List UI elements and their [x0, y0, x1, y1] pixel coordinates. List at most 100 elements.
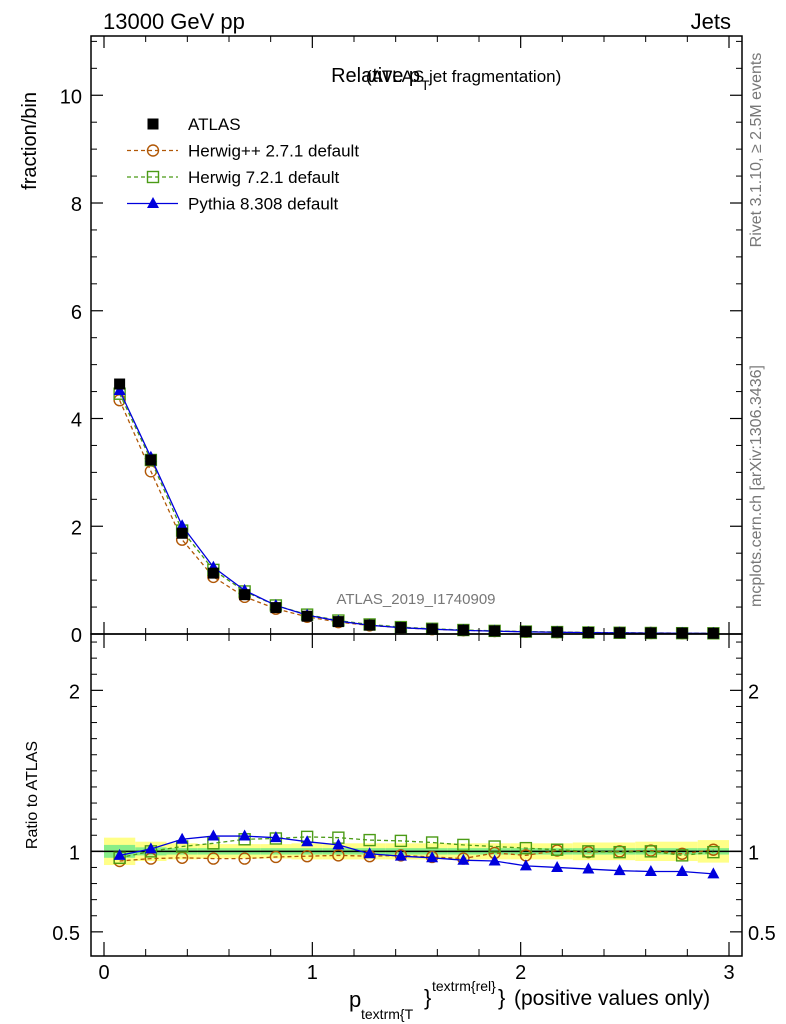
- main-data-point: [582, 626, 594, 638]
- ratio-data-point: [582, 862, 595, 874]
- legend-marker: [146, 170, 160, 184]
- ratio-y-tick-label-right: 0.5: [748, 923, 776, 945]
- main-data-point: [207, 567, 219, 579]
- ratio-plot-marks: [113, 829, 720, 879]
- x-tick-label: 3: [723, 962, 734, 984]
- main-data-point: [426, 623, 438, 635]
- x-label-p: p: [349, 987, 361, 1012]
- ratio-y-tick-label: 0.5: [52, 923, 80, 945]
- x-tick-label: 2: [515, 962, 526, 984]
- main-y-tick-label: 8: [71, 194, 82, 216]
- x-label-subscript: textrm{T: [361, 1006, 414, 1022]
- ratio-data-point: [457, 838, 470, 852]
- main-data-point: [457, 624, 469, 636]
- ratio-data-point: [582, 845, 595, 858]
- main-y-axis-label: fraction/bin: [19, 92, 41, 190]
- main-data-point: [239, 589, 251, 601]
- main-data-point: [114, 378, 126, 390]
- ratio-data-point: [113, 848, 126, 860]
- main-data-point: [332, 616, 344, 628]
- x-axis: 0 1 2 3: [98, 36, 735, 984]
- main-y-tick-label: 6: [71, 302, 82, 324]
- plot-title: Relative p: [331, 65, 420, 87]
- ratio-data-point: [707, 845, 720, 859]
- ratio-data-point: [707, 867, 720, 879]
- ratio-y-tick-label-right: 1: [748, 842, 759, 864]
- ratio-data-point: [488, 840, 501, 853]
- ratio-data-point: [519, 859, 532, 871]
- ratio-data-point: [551, 860, 564, 872]
- main-y-axis: 0 2 4 6 8 10: [60, 40, 742, 647]
- ratio-data-point: [144, 842, 157, 854]
- ratio-data-point: [332, 849, 345, 862]
- main-y-tick-label: 0: [71, 625, 82, 647]
- ratio-data-point: [613, 864, 626, 876]
- ratio-data-point: [613, 845, 626, 859]
- x-label-brace-2: }: [498, 985, 505, 1010]
- ratio-data-point: [238, 852, 251, 865]
- ratio-data-point: [675, 849, 689, 862]
- main-data-point: [301, 610, 313, 622]
- ratio-data-point: [519, 841, 533, 855]
- plot-title-subscript: T: [421, 77, 430, 93]
- ratio-data-point: [550, 843, 564, 856]
- ratio-y-tick-label: 2: [69, 681, 80, 703]
- main-data-point: [270, 602, 282, 614]
- main-data-point: [364, 619, 376, 631]
- main-y-tick-label: 4: [71, 410, 82, 432]
- x-label-superscript: textrm{rel}: [432, 978, 496, 994]
- ratio-data-point: [269, 850, 283, 864]
- legend: ATLAS Herwig++ 2.7.1 default Herwig 7.2.1 …: [127, 115, 359, 214]
- ratio-plot-panel: 0.5 0.5 1 1 2 2 0 1 2 3 Ratio to ATLAS: [24, 36, 776, 984]
- ratio-data-point: [644, 864, 657, 876]
- ratio-data-point: [363, 833, 376, 847]
- ratio-data-point: [676, 864, 689, 876]
- x-tick-label: 0: [98, 962, 109, 984]
- ratio-y-axis-label: Ratio to ATLAS: [24, 741, 41, 849]
- ratio-data-point: [394, 849, 407, 861]
- mcplots-label: mcplots.cern.ch [arXiv:1306.3436]: [748, 365, 765, 607]
- ratio-data-point: [644, 845, 658, 858]
- main-y-tick-label: 2: [71, 517, 82, 539]
- ratio-data-point: [269, 831, 282, 843]
- ratio-data-point: [176, 832, 189, 844]
- ratio-data-point: [363, 847, 376, 859]
- ratio-data-point: [300, 849, 314, 863]
- main-data-point: [395, 622, 407, 634]
- legend-marker: [147, 118, 159, 130]
- main-data-point: [645, 627, 657, 639]
- ratio-data-point: [425, 836, 439, 849]
- rivet-label: Rivet 3.1.10, ≥ 2.5M events: [748, 53, 765, 248]
- main-plot-panel: 0 2 4 6 8 10 Relative p T (ATLAS jet fragment…: [19, 35, 743, 647]
- ratio-data-point: [301, 835, 314, 847]
- ratio-data-point: [426, 851, 439, 863]
- analysis-watermark: ATLAS_2019_I1740909: [336, 591, 495, 608]
- x-tick-label: 1: [307, 962, 318, 984]
- ratio-data-point: [394, 834, 408, 848]
- legend-label: ATLAS: [188, 115, 241, 134]
- ratio-plot-frame: [90, 633, 743, 957]
- ratio-data-point: [207, 829, 220, 841]
- legend-marker: [146, 144, 160, 157]
- legend-label: Herwig 7.2.1 default: [188, 168, 339, 187]
- main-y-tick-label: 10: [60, 86, 82, 108]
- legend-label: Pythia 8.308 default: [188, 195, 339, 214]
- ratio-data-point: [457, 853, 470, 865]
- ratio-y-axis: 0.5 0.5 1 1 2 2: [52, 641, 776, 945]
- main-data-point: [176, 527, 188, 539]
- ratio-series-line: [119, 835, 714, 875]
- main-data-point: [614, 627, 626, 639]
- legend-label: Herwig++ 2.7.1 default: [188, 142, 359, 161]
- ratio-data-point: [332, 838, 345, 850]
- main-data-point: [520, 626, 532, 638]
- main-data-point: [676, 627, 688, 639]
- x-label-brace: }: [424, 985, 431, 1010]
- jets-label: Jets: [691, 9, 731, 34]
- ratio-y-tick-label-right: 2: [748, 681, 759, 703]
- ratio-y-tick-label: 1: [69, 842, 80, 864]
- main-data-point: [489, 625, 501, 637]
- main-data-point: [176, 519, 189, 531]
- plot-title-rest: (ATLAS jet fragmentation): [366, 67, 561, 86]
- energy-label: 13000 GeV pp: [103, 9, 245, 34]
